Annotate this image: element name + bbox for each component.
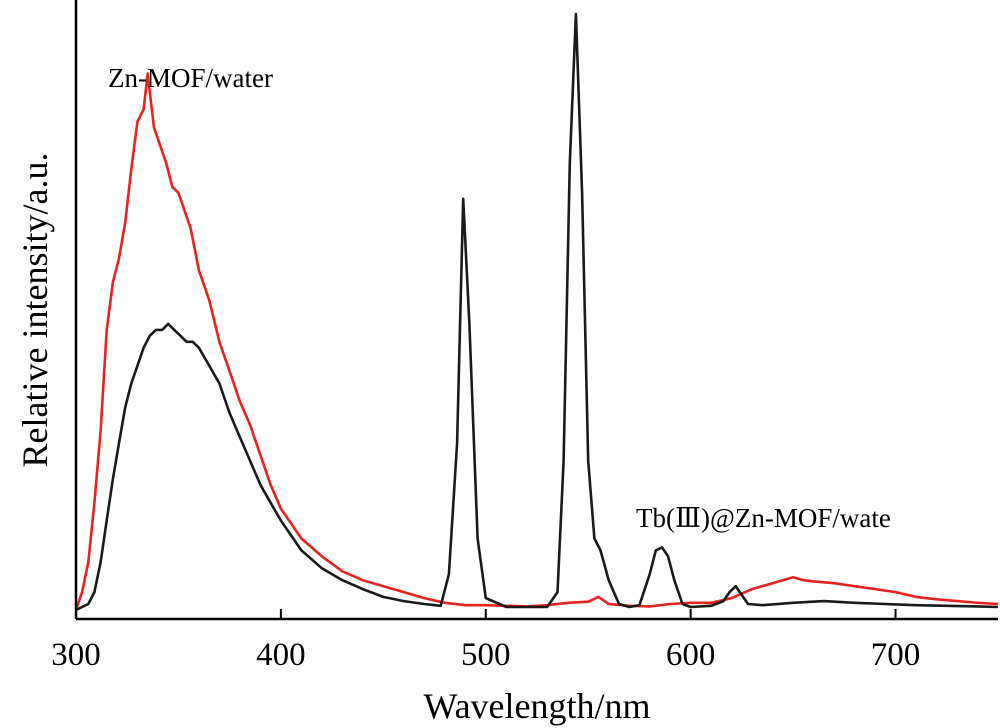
x-axis-title: Wavelength/nm	[423, 686, 650, 726]
series-line-0	[74, 72, 999, 611]
annotation-zn-mof-water: Zn-MOF/water	[108, 63, 273, 93]
series-line-1	[75, 12, 999, 612]
x-tick-label: 700	[871, 637, 921, 673]
y-axis-title: Relative intensity/a.u.	[15, 153, 55, 468]
x-tick-label: 500	[461, 637, 511, 673]
x-tick-label: 400	[256, 637, 306, 673]
plot-lines	[74, 12, 999, 612]
x-tick-label: 300	[51, 637, 101, 673]
annotation-tb-zn-mof-water: Tb(Ⅲ)@Zn-MOF/wate	[636, 503, 891, 533]
x-tick-label: 600	[666, 637, 716, 673]
x-ticks: 300 400 500 600 700	[51, 609, 920, 673]
